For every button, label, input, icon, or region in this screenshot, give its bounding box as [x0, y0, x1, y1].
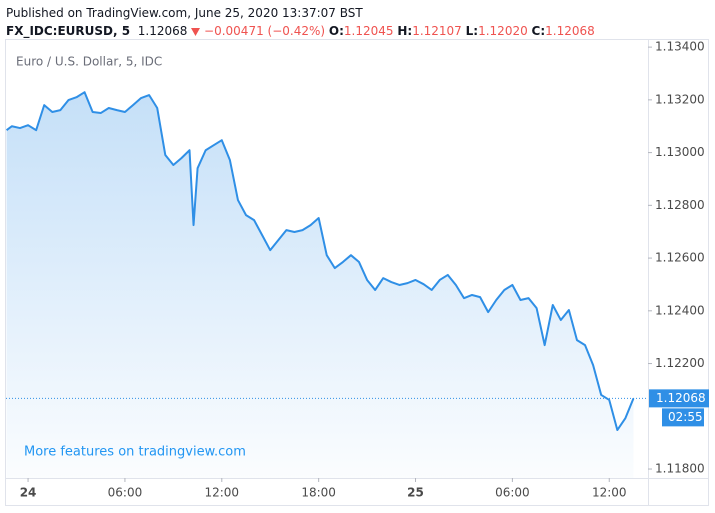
symbol: FX_IDC:EURUSD, 5	[6, 24, 131, 38]
quote-line: FX_IDC:EURUSD, 5 1.12068 −0.00471 (−0.42…	[6, 22, 595, 40]
y-tick-label: 1.13000	[655, 145, 705, 159]
y-tick-label: 1.12600	[655, 251, 705, 265]
promo-link[interactable]: More features on tradingview.com	[24, 445, 246, 460]
x-tick-label: 06:00	[495, 486, 530, 500]
y-tick-label: 1.12800	[655, 198, 705, 212]
header: Published on TradingView.com, June 25, 2…	[6, 4, 595, 40]
y-tick-label: 1.12200	[655, 356, 705, 370]
x-tick-label: 25	[407, 486, 424, 500]
y-tick-label: 1.11800	[655, 462, 705, 476]
ohlc-value: 1.12107	[412, 24, 462, 38]
x-tick-label: 12:00	[592, 486, 627, 500]
ohlc-value: 1.12045	[343, 24, 394, 38]
y-tick-label: 1.13400	[655, 40, 705, 54]
ohlc-label: O:	[328, 24, 344, 38]
down-arrow-icon	[191, 27, 201, 36]
ohlc-value: 1.12068	[545, 24, 595, 38]
ohlc-value: 1.12020	[478, 24, 528, 38]
ohlc-label: H:	[397, 24, 413, 38]
x-tick-label: 24	[20, 486, 37, 500]
price: 1.12068	[137, 24, 188, 38]
last-price-label: 1.12068	[656, 391, 706, 405]
x-tick-label: 06:00	[108, 486, 143, 500]
change: −0.00471 (−0.42%)	[204, 24, 326, 38]
x-tick-label: 18:00	[301, 486, 336, 500]
x-tick-label: 12:00	[204, 486, 239, 500]
ohlc: O:1.12045 H:1.12107 L:1.12020 C:1.12068	[329, 24, 595, 38]
y-tick-label: 1.12400	[655, 303, 705, 317]
y-tick-label: 1.13200	[655, 92, 705, 106]
frame	[5, 39, 709, 506]
area-fill	[6, 92, 634, 479]
last-price-box	[649, 389, 709, 408]
ohlc-label: C:	[531, 24, 546, 38]
countdown-label: 02:55	[668, 410, 703, 424]
chart-title: Euro / U.S. Dollar, 5, IDC	[16, 55, 162, 69]
countdown-box	[662, 408, 704, 427]
ohlc-label: L:	[465, 24, 479, 38]
published-line: Published on TradingView.com, June 25, 2…	[6, 6, 363, 20]
price-line	[5, 91, 635, 432]
